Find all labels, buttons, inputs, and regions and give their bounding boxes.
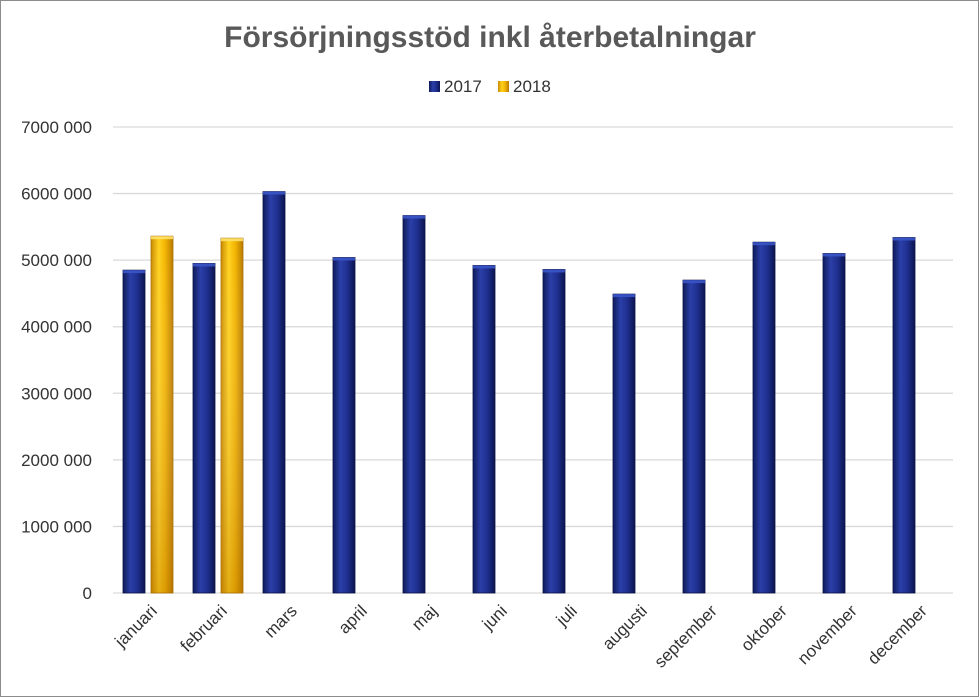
y-tick-label: 7000 000 xyxy=(21,118,92,137)
bar-2017-januari xyxy=(122,269,146,594)
bar-2017-oktober xyxy=(752,241,776,594)
bar-cap xyxy=(893,237,915,241)
bars xyxy=(122,191,916,594)
legend-swatch-2017 xyxy=(429,81,440,92)
bar-cap xyxy=(683,280,705,284)
bar-2017-maj xyxy=(402,215,426,594)
bar-cap xyxy=(613,294,635,298)
legend-label-2018: 2018 xyxy=(513,77,551,96)
bar-cap xyxy=(753,242,775,246)
bar-cap xyxy=(543,269,565,273)
bar-2017-juli xyxy=(542,269,566,594)
bar-shade xyxy=(221,238,243,593)
legend-label-2017: 2017 xyxy=(444,77,482,96)
bar-cap xyxy=(823,253,845,257)
bar-cap xyxy=(403,215,425,219)
bar-cap xyxy=(473,265,495,269)
bar-2017-april xyxy=(332,257,356,594)
y-tick-label: 3000 000 xyxy=(21,384,92,403)
bar-cap xyxy=(123,270,145,274)
bar-cap xyxy=(263,191,285,195)
y-tick-label: 6000 000 xyxy=(21,185,92,204)
bar-2017-mars xyxy=(262,191,286,594)
bar-2017-juni xyxy=(472,265,496,594)
bar-2017-november xyxy=(822,253,846,594)
legend-swatch-2018 xyxy=(498,81,509,92)
legend: 2017 2018 xyxy=(429,77,551,96)
chart-title: Försörjningsstöd inkl återbetalningar xyxy=(224,21,756,54)
bar-cap xyxy=(193,263,215,267)
y-tick-label: 2000 000 xyxy=(21,451,92,470)
bar-2017-december xyxy=(892,237,916,594)
y-axis: 0 1000 000 2000 000 3000 000 4000 000 5000 00… xyxy=(21,118,92,603)
bar-2017-september xyxy=(682,279,706,594)
bar-2017-februari xyxy=(192,263,216,594)
y-tick-label: 1000 000 xyxy=(21,517,92,536)
gridlines xyxy=(113,126,953,594)
bar-cap xyxy=(333,257,355,261)
y-tick-label: 0 xyxy=(83,584,92,603)
y-tick-label: 5000 000 xyxy=(21,251,92,270)
y-tick-label: 4000 000 xyxy=(21,318,92,337)
bar-2017-augusti xyxy=(612,293,636,594)
bar-shade xyxy=(151,236,173,594)
